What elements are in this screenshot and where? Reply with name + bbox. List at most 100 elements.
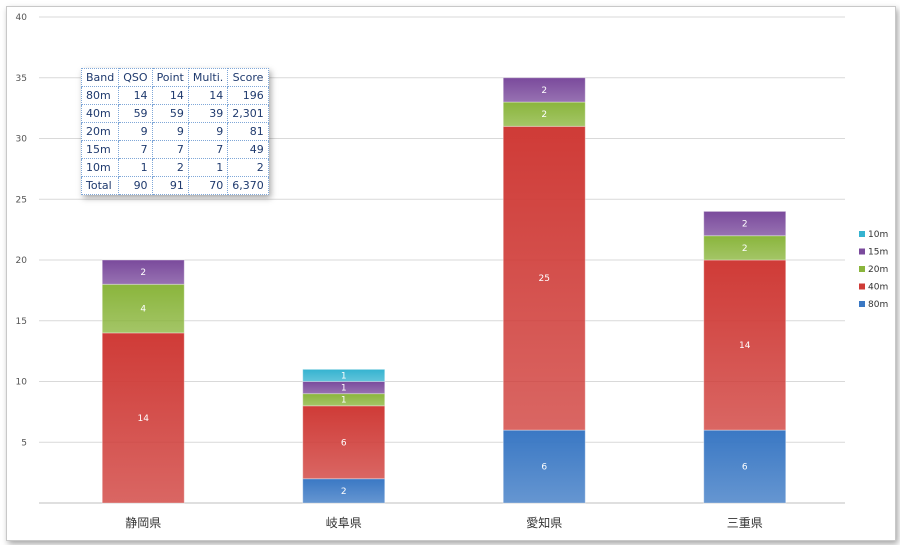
bar-segment-20m [502, 101, 586, 127]
bar-segment-80m [302, 478, 386, 504]
cell-point: 9 [151, 122, 189, 141]
y-tick-label: 15 [16, 317, 27, 327]
cell-point: 14 [151, 86, 189, 105]
legend-swatch-20m [859, 266, 865, 272]
bar-segment-80m [703, 429, 787, 504]
category-label: 岐阜県 [326, 516, 362, 530]
bar-segment-80m [502, 429, 586, 504]
table-row: 20m 9 9 9 81 [80, 122, 269, 141]
cell-score: 6,370 [227, 176, 269, 195]
cell-multi: 14 [187, 86, 229, 105]
category-label: 静岡県 [125, 516, 161, 530]
legend-swatch-15m [859, 248, 865, 255]
cell-point: 7 [151, 140, 189, 159]
data-label: 25 [539, 274, 550, 284]
cell-point: 91 [151, 176, 189, 195]
bar-segment-40m [101, 332, 185, 504]
data-label: 2 [742, 220, 748, 230]
cell-score: 2,301 [227, 104, 269, 123]
data-label: 6 [742, 463, 748, 473]
header-band: Band [80, 68, 120, 87]
legend-label: 40m [868, 283, 888, 293]
y-tick-label: 25 [16, 195, 27, 205]
cell-band: 80m [80, 86, 120, 105]
table-row: 40m 59 59 39 2,301 [80, 104, 269, 123]
data-label: 14 [138, 414, 150, 424]
bar-segment-15m [703, 210, 787, 237]
cell-score: 81 [227, 122, 269, 141]
header-score: Score [227, 68, 269, 87]
bar-segment-10m [302, 368, 386, 383]
header-multi: Multi. [187, 68, 229, 87]
data-label: 1 [341, 371, 347, 381]
cell-point: 59 [151, 104, 189, 123]
data-label: 2 [541, 86, 547, 96]
header-point: Point [151, 68, 189, 87]
y-tick-label: 20 [16, 256, 28, 266]
cell-band: Total [80, 176, 120, 195]
data-label: 2 [742, 244, 748, 254]
y-tick-label: 10 [16, 378, 28, 388]
bar-segment-15m [502, 77, 586, 103]
cell-qso: 14 [118, 86, 153, 105]
category-label: 三重県 [727, 516, 763, 530]
chart-frame: 5 10 15 20 25 30 35 40 14 4 2 2 6 1 1 1 6 25 2 2 6 14 2 2 静岡県岐… [6, 6, 896, 541]
legend-label: 20m [868, 265, 888, 275]
cell-score: 196 [227, 86, 269, 105]
cell-qso: 7 [118, 140, 153, 159]
cell-multi: 70 [187, 176, 229, 195]
y-tick-label: 35 [16, 74, 27, 84]
bar-segment-20m [101, 283, 185, 334]
data-label: 4 [140, 305, 146, 315]
data-label: 6 [541, 463, 547, 473]
y-tick-label: 30 [16, 135, 28, 145]
data-label: 14 [739, 341, 751, 351]
legend-label: 15m [868, 248, 888, 258]
header-qso: QSO [118, 68, 153, 87]
y-tick-label: 5 [21, 438, 27, 448]
cell-multi: 1 [187, 158, 229, 177]
y-tick-label: 40 [16, 13, 28, 23]
data-label: 2 [341, 487, 347, 497]
cell-band: 10m [80, 158, 120, 177]
legend-label: 80m [868, 300, 888, 310]
data-label: 1 [341, 384, 347, 394]
cell-qso: 59 [118, 104, 153, 123]
table-header-row: Band QSO Point Multi. Score [80, 68, 269, 87]
y-axis-ticks: 5 10 15 20 25 30 35 40 [16, 13, 28, 448]
cell-qso: 1 [118, 158, 153, 177]
cell-qso: 9 [118, 122, 153, 141]
legend: 10m 15m 20m 40m 80m [859, 230, 888, 310]
table-row: 10m 1 2 1 2 [80, 158, 269, 177]
bars [101, 77, 787, 504]
data-label: 6 [341, 438, 347, 448]
table-row: 80m 14 14 14 196 [80, 86, 269, 105]
category-label: 愛知県 [526, 516, 562, 530]
cell-score: 2 [227, 158, 269, 177]
table-total-row: Total 90 91 70 6,370 [80, 176, 269, 195]
cell-band: 40m [80, 104, 120, 123]
bar-segment-40m [703, 259, 787, 431]
legend-swatch-10m [859, 231, 865, 237]
cell-score: 49 [227, 140, 269, 159]
legend-swatch-40m [859, 283, 865, 290]
cell-multi: 7 [187, 140, 229, 159]
bar-segment-15m [101, 259, 185, 285]
cell-multi: 39 [187, 104, 229, 123]
x-axis-categories: 静岡県 岐阜県 愛知県 三重県 [125, 516, 763, 530]
data-label: 2 [140, 268, 146, 278]
cell-multi: 9 [187, 122, 229, 141]
cell-band: 20m [80, 122, 120, 141]
score-summary-table: Band QSO Point Multi. Score 80m 14 14 14… [80, 68, 269, 195]
cell-band: 15m [80, 140, 120, 159]
cell-qso: 90 [118, 176, 153, 195]
table-row: 15m 7 7 7 49 [80, 140, 269, 159]
data-label: 2 [541, 110, 547, 120]
legend-swatch-80m [859, 301, 865, 307]
bar-segment-40m [302, 405, 386, 480]
cell-point: 2 [151, 158, 189, 177]
bar-segment-20m [703, 235, 787, 261]
data-label: 1 [341, 396, 347, 406]
legend-label: 10m [868, 230, 888, 240]
